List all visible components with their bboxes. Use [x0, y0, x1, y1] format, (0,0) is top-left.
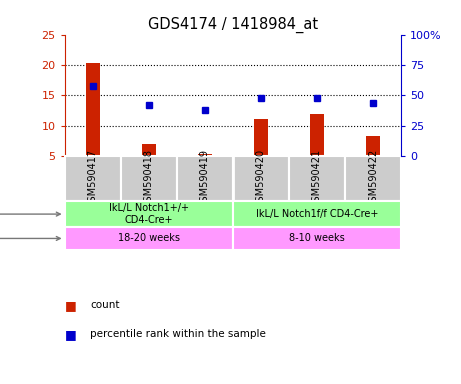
Text: ■: ■	[65, 328, 76, 341]
Bar	[366, 136, 380, 156]
Bar	[310, 114, 324, 156]
Bar	[142, 144, 156, 156]
Bar	[65, 201, 233, 227]
Text: count: count	[90, 300, 119, 310]
Bar	[233, 201, 401, 227]
Text: ■: ■	[65, 299, 76, 312]
Bar	[345, 156, 401, 201]
Bar	[65, 156, 121, 201]
Bar	[233, 227, 401, 250]
Bar	[65, 227, 233, 250]
Text: GSM590419: GSM590419	[200, 149, 210, 208]
Bar	[121, 156, 177, 201]
Bar	[254, 119, 268, 156]
Bar	[233, 156, 289, 201]
Bar	[198, 154, 212, 156]
Text: percentile rank within the sample: percentile rank within the sample	[90, 329, 266, 339]
Text: age: age	[0, 233, 60, 243]
Text: IkL/L Notch1f/f CD4-Cre+: IkL/L Notch1f/f CD4-Cre+	[256, 209, 378, 219]
Title: GDS4174 / 1418984_at: GDS4174 / 1418984_at	[148, 17, 318, 33]
Text: GSM590418: GSM590418	[144, 149, 154, 208]
Text: GSM590417: GSM590417	[88, 149, 98, 208]
Text: IkL/L Notch1+/+
CD4-Cre+: IkL/L Notch1+/+ CD4-Cre+	[109, 203, 189, 225]
Text: GSM590422: GSM590422	[368, 149, 378, 208]
Text: GSM590420: GSM590420	[256, 149, 266, 208]
Text: 18-20 weeks: 18-20 weeks	[118, 233, 180, 243]
Text: GSM590421: GSM590421	[312, 149, 322, 208]
Bar	[177, 156, 233, 201]
Bar	[289, 156, 345, 201]
Text: genotype/variation: genotype/variation	[0, 209, 60, 219]
Bar	[86, 63, 100, 156]
Text: 8-10 weeks: 8-10 weeks	[289, 233, 345, 243]
